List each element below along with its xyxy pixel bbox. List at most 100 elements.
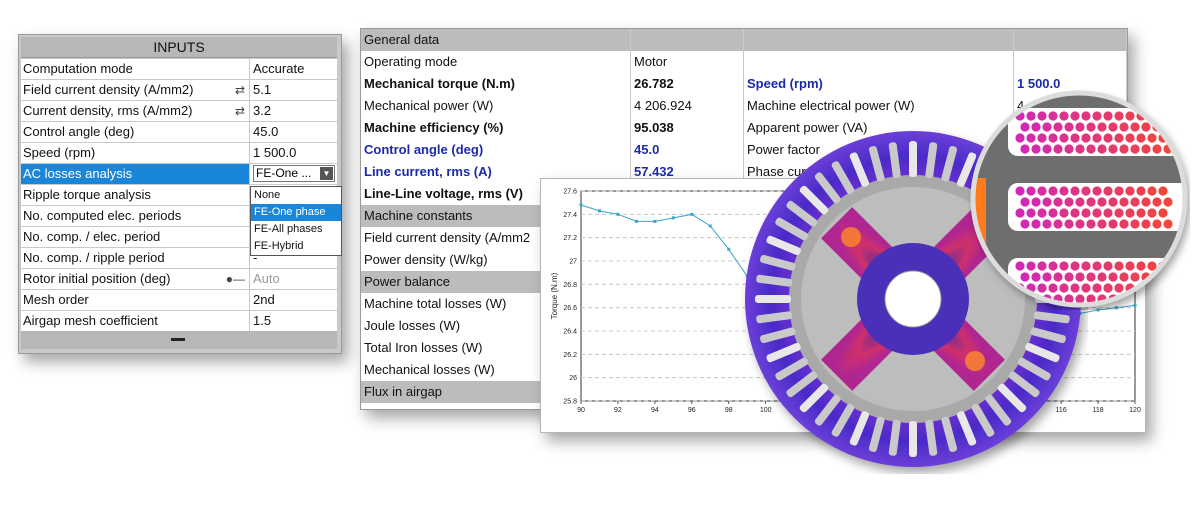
data-point (1115, 306, 1119, 310)
input-value[interactable]: 5.1 (253, 82, 272, 97)
y-tick-label: 27 (569, 259, 577, 266)
dropdown-option[interactable]: FE-All phases (254, 223, 323, 235)
slider-pin-icon[interactable]: ●— (225, 272, 245, 286)
input-row-rotor-initial-position[interactable]: Rotor initial position (deg) ●— Auto (21, 269, 337, 290)
link-arrows-icon[interactable]: ⇄ (234, 83, 245, 97)
inputs-rows: Computation mode Accurate Field current … (21, 59, 337, 332)
table-cell (744, 51, 1014, 73)
input-value[interactable]: 1.5 (253, 313, 272, 328)
x-tick-label: 116 (1056, 407, 1067, 414)
select-value: FE-One ... (256, 166, 312, 180)
input-label: Computation mode (21, 59, 250, 79)
table-cell: Machine electrical power (W) (744, 95, 1014, 117)
input-value[interactable]: - (253, 250, 258, 265)
input-row-mesh-order[interactable]: Mesh order 2nd (21, 290, 337, 311)
table-cell: 1 500.0 (1014, 73, 1127, 95)
table-cell: Control angle (deg) (361, 139, 631, 161)
input-row-current-density-rms[interactable]: Current density, rms (A/mm2) ⇄ 3.2 (21, 101, 337, 122)
table-row: Operating mode Motor (361, 51, 1127, 73)
x-tick-label: 98 (725, 407, 733, 414)
y-tick-label: 25.8 (563, 399, 577, 406)
input-row-ac-losses-analysis[interactable]: AC losses analysis FE-One ... ▼ (21, 164, 337, 185)
x-tick-label: 118 (1092, 407, 1103, 414)
table-cell: Operating mode (361, 51, 631, 73)
data-point (597, 209, 601, 213)
table-cell: Mechanical power (W) (361, 95, 631, 117)
chevron-down-icon[interactable]: ▼ (320, 167, 333, 180)
table-cell (744, 29, 1014, 51)
y-tick-label: 26.8 (563, 282, 577, 289)
x-tick-label: 92 (614, 407, 622, 414)
x-tick-label: 120 (1129, 407, 1141, 414)
slot-zoom-detail-image (970, 90, 1188, 308)
table-cell (1014, 51, 1127, 73)
y-tick-label: 26.2 (563, 352, 577, 359)
input-label: No. comp. / elec. period (21, 227, 250, 247)
dropdown-option[interactable]: FE-Hybrid (254, 240, 304, 252)
inputs-title: INPUTS (21, 37, 337, 58)
y-tick-label: 26 (569, 375, 577, 382)
input-label: Current density, rms (A/mm2) (21, 101, 250, 121)
stator-slots (755, 141, 1071, 457)
data-point (579, 203, 583, 207)
y-tick-label: 26.4 (563, 329, 577, 336)
input-row-field-current-density[interactable]: Field current density (A/mm2) ⇄ 5.1 (21, 80, 337, 101)
y-tick-label: 27.4 (563, 212, 577, 219)
table-cell: General data (361, 29, 631, 51)
input-value[interactable]: Auto (253, 271, 280, 286)
data-point (616, 212, 620, 216)
data-point (634, 219, 638, 223)
x-tick-label: 94 (651, 407, 659, 414)
input-value[interactable]: 45.0 (253, 124, 279, 139)
input-value[interactable]: 2nd (253, 292, 275, 307)
ac-losses-dropdown-list: None FE-One phase FE-All phases FE-Hybri… (250, 186, 342, 256)
link-arrows-icon[interactable]: ⇄ (234, 104, 245, 118)
y-axis-label: Torque (N.m) (550, 272, 559, 319)
inputs-panel: INPUTS Computation mode Accurate Field c… (18, 34, 342, 354)
input-label: Mesh order (21, 290, 250, 310)
table-cell: Speed (rpm) (744, 73, 1014, 95)
dropdown-option-selected[interactable]: FE-One phase (251, 204, 341, 221)
input-value[interactable]: 3.2 (253, 103, 272, 118)
x-tick-label: 96 (688, 407, 696, 414)
ac-losses-select[interactable]: FE-One ... ▼ (253, 165, 335, 182)
data-point (690, 212, 694, 216)
data-point (1133, 303, 1137, 307)
table-cell: Machine efficiency (%) (361, 117, 631, 139)
x-tick-label: 100 (760, 407, 772, 414)
table-cell: 4 206.924 (631, 95, 744, 117)
data-point (1096, 308, 1100, 312)
data-point (653, 219, 657, 223)
table-cell: Line current, rms (A) (361, 161, 631, 183)
table-cell (631, 29, 744, 51)
motor-cross-section-image (745, 131, 1081, 467)
table-cell: 45.0 (631, 139, 744, 161)
table-cell: Motor (631, 51, 744, 73)
table-cell: Mechanical torque (N.m) (361, 73, 631, 95)
table-cell: 57.432 (631, 161, 744, 183)
collapse-handle-icon[interactable] (171, 338, 185, 341)
input-label: No. comp. / ripple period (21, 248, 250, 268)
input-value[interactable]: Accurate (253, 61, 305, 76)
input-row-speed[interactable]: Speed (rpm) 1 500.0 (21, 143, 337, 164)
data-point (727, 247, 731, 251)
input-row-control-angle[interactable]: Control angle (deg) 45.0 (21, 122, 337, 143)
input-row-comp-ripple-period[interactable]: No. comp. / ripple period - (21, 248, 337, 269)
input-label: AC losses analysis (21, 164, 250, 184)
input-label: Control angle (deg) (21, 122, 250, 142)
section-header: General data (361, 29, 1127, 51)
input-label: Rotor initial position (deg) (21, 269, 250, 289)
table-row: Mechanical torque (N.m) 26.782 Speed (rpm)… (361, 73, 1127, 95)
table-row: Line current, rms (A) 57.432 Phase cur (361, 161, 1127, 183)
table-cell (1014, 29, 1127, 51)
input-label: Ripple torque analysis (21, 185, 250, 205)
y-tick-label: 26.6 (563, 305, 577, 312)
data-point (708, 224, 712, 228)
input-label: Field current density (A/mm2) (21, 80, 250, 100)
input-row-computation-mode[interactable]: Computation mode Accurate (21, 59, 337, 80)
input-row-airgap-mesh-coefficient[interactable]: Airgap mesh coefficient 1.5 (21, 311, 337, 332)
dropdown-option[interactable]: None (254, 189, 281, 201)
input-value[interactable]: 1 500.0 (253, 145, 297, 160)
input-label: Speed (rpm) (21, 143, 250, 163)
table-cell: 26.782 (631, 73, 744, 95)
